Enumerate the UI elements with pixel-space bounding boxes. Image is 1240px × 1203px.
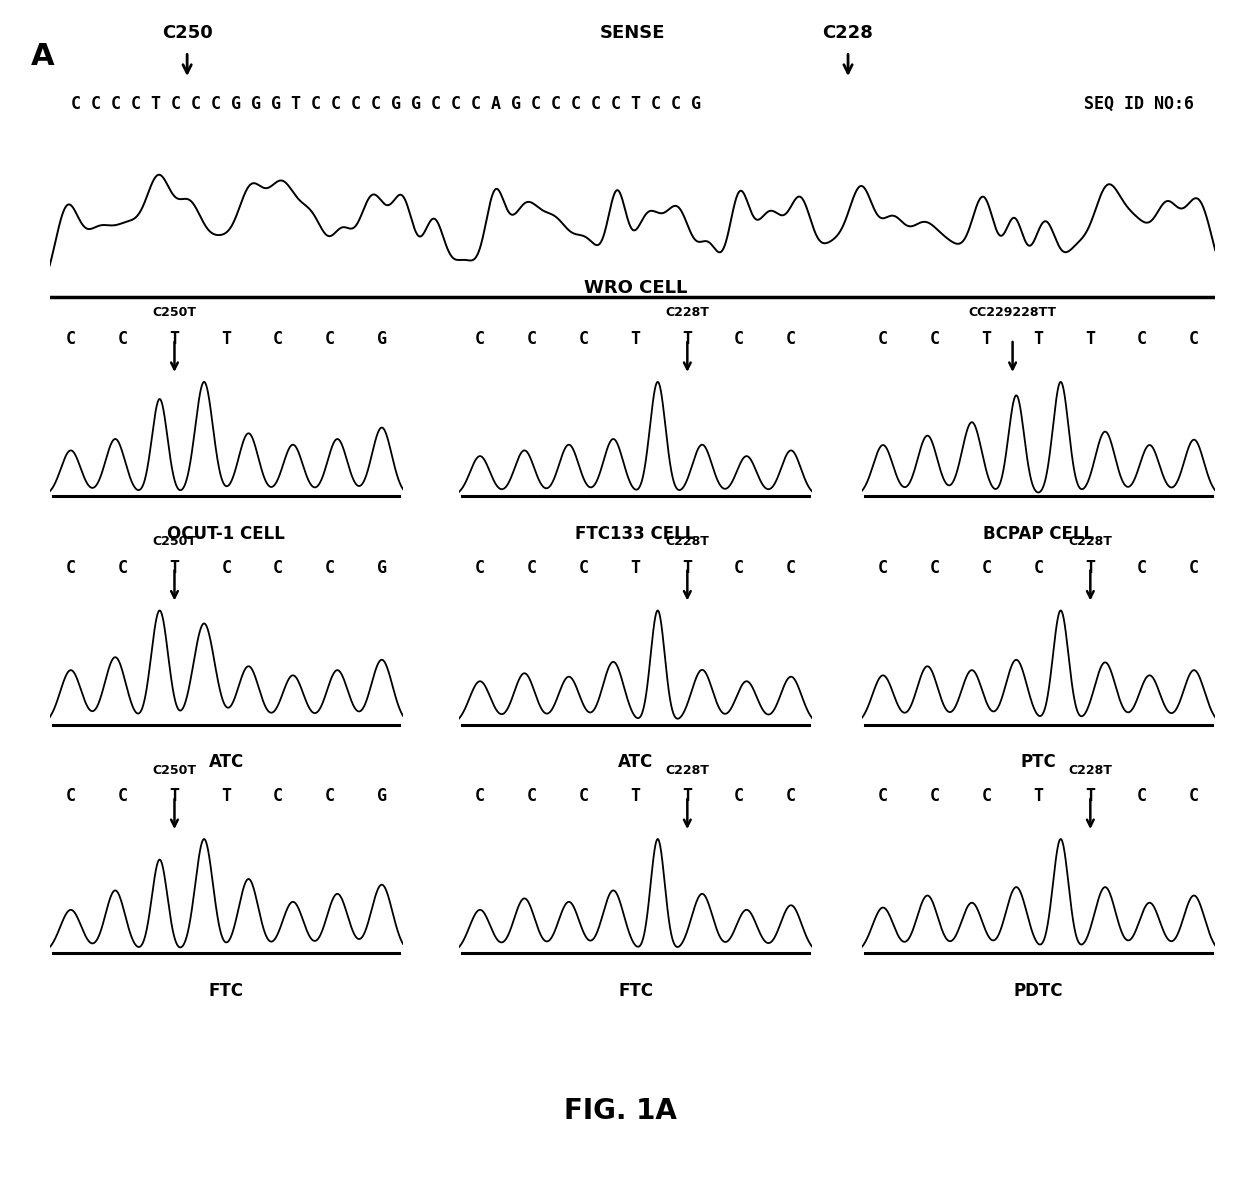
Text: ATC: ATC [618, 753, 653, 771]
Text: FIG. 1A: FIG. 1A [563, 1097, 677, 1125]
Text: T: T [630, 787, 641, 805]
Text: C: C [579, 330, 589, 348]
Text: T: T [1033, 330, 1044, 348]
Text: C: C [1189, 787, 1199, 805]
Text: T: T [170, 330, 180, 348]
Text: C250T: C250T [153, 535, 196, 549]
Text: T: T [630, 558, 641, 576]
Text: C228T: C228T [666, 307, 709, 320]
Text: C: C [325, 558, 335, 576]
Text: C: C [66, 330, 76, 348]
Text: C: C [1137, 558, 1147, 576]
Text: T: T [1085, 330, 1095, 348]
Text: C: C [579, 787, 589, 805]
Text: C: C [982, 787, 992, 805]
Text: C: C [66, 787, 76, 805]
Text: FTC133 CELL: FTC133 CELL [575, 525, 696, 543]
Text: ATC: ATC [208, 753, 244, 771]
Text: C: C [273, 558, 283, 576]
Text: C: C [878, 330, 888, 348]
Text: C: C [118, 787, 128, 805]
Text: C: C [786, 558, 796, 576]
Text: T: T [170, 787, 180, 805]
Text: C: C [786, 787, 796, 805]
Text: SENSE: SENSE [600, 24, 665, 42]
Text: C228T: C228T [666, 764, 709, 777]
Text: C228: C228 [822, 24, 873, 42]
Text: C250T: C250T [153, 307, 196, 320]
Text: C C C C T C C C G G G T C C C C G G C C C A G C C C C C T C C G: C C C C T C C C G G G T C C C C G G C C … [71, 95, 701, 113]
Text: C: C [1137, 330, 1147, 348]
Text: C: C [475, 558, 485, 576]
Text: C: C [878, 787, 888, 805]
Text: T: T [170, 558, 180, 576]
Text: T: T [221, 330, 232, 348]
Text: FTC: FTC [618, 982, 653, 1000]
Text: C: C [1137, 787, 1147, 805]
Text: T: T [682, 330, 692, 348]
Text: C: C [527, 558, 537, 576]
Text: C: C [982, 558, 992, 576]
Text: C: C [66, 558, 76, 576]
Text: T: T [221, 787, 232, 805]
Text: C: C [325, 787, 335, 805]
Text: A: A [31, 42, 55, 71]
Text: C: C [878, 558, 888, 576]
Text: T: T [630, 330, 641, 348]
Text: BCPAP CELL: BCPAP CELL [983, 525, 1094, 543]
Text: C: C [930, 787, 940, 805]
Text: T: T [982, 330, 992, 348]
Text: C: C [273, 787, 283, 805]
Text: C: C [273, 330, 283, 348]
Text: C: C [1033, 558, 1044, 576]
Text: C: C [1189, 330, 1199, 348]
Text: T: T [682, 558, 692, 576]
Text: C: C [118, 330, 128, 348]
Text: C: C [734, 558, 744, 576]
Text: G: G [377, 787, 387, 805]
Text: PTC: PTC [1021, 753, 1056, 771]
Text: C: C [527, 787, 537, 805]
Text: C250: C250 [161, 24, 212, 42]
Text: C: C [734, 787, 744, 805]
Text: C: C [734, 330, 744, 348]
Text: C: C [930, 558, 940, 576]
Text: C: C [527, 330, 537, 348]
Text: C250T: C250T [153, 764, 196, 777]
Text: WRO CELL: WRO CELL [584, 279, 687, 297]
Text: SEQ ID NO:6: SEQ ID NO:6 [1084, 95, 1194, 113]
Text: C: C [475, 787, 485, 805]
Text: C228T: C228T [666, 535, 709, 549]
Text: C: C [579, 558, 589, 576]
Text: CC229228TT: CC229228TT [968, 307, 1056, 320]
Text: C228T: C228T [1069, 535, 1112, 549]
Text: T: T [1033, 787, 1044, 805]
Text: G: G [377, 558, 387, 576]
Text: C: C [118, 558, 128, 576]
Text: C: C [325, 330, 335, 348]
Text: C228T: C228T [1069, 764, 1112, 777]
Text: FTC: FTC [208, 982, 244, 1000]
Text: T: T [1085, 787, 1095, 805]
Text: PDTC: PDTC [1014, 982, 1063, 1000]
Text: C: C [786, 330, 796, 348]
Text: C: C [221, 558, 232, 576]
Text: OCUT-1 CELL: OCUT-1 CELL [167, 525, 285, 543]
Text: C: C [930, 330, 940, 348]
Text: T: T [1085, 558, 1095, 576]
Text: G: G [377, 330, 387, 348]
Text: C: C [1189, 558, 1199, 576]
Text: C: C [475, 330, 485, 348]
Text: T: T [682, 787, 692, 805]
